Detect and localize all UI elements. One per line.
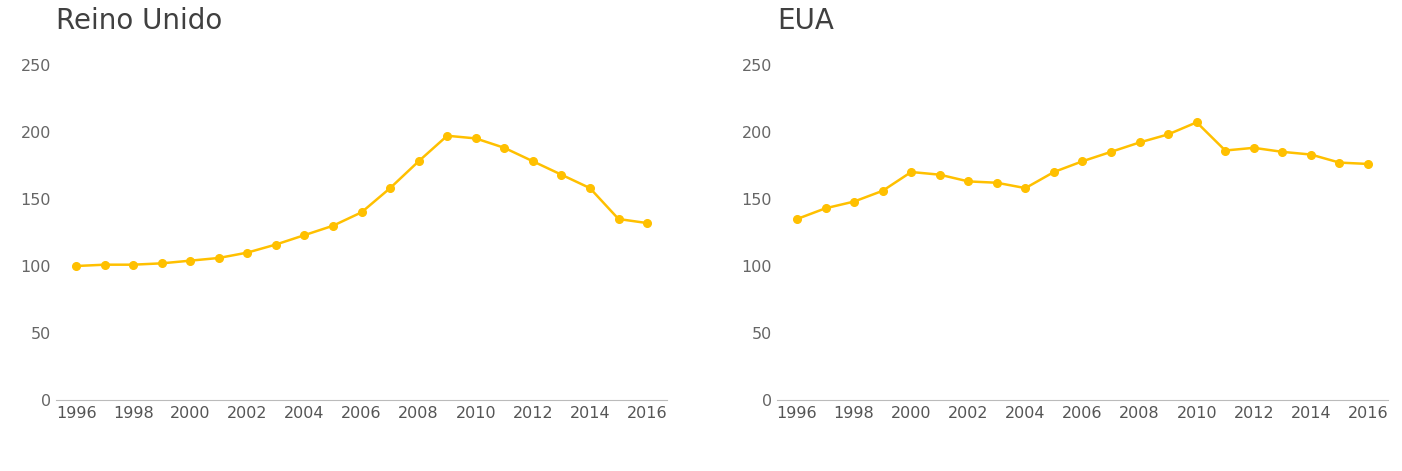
Text: EUA: EUA	[777, 8, 834, 35]
Text: Reino Unido: Reino Unido	[56, 8, 223, 35]
